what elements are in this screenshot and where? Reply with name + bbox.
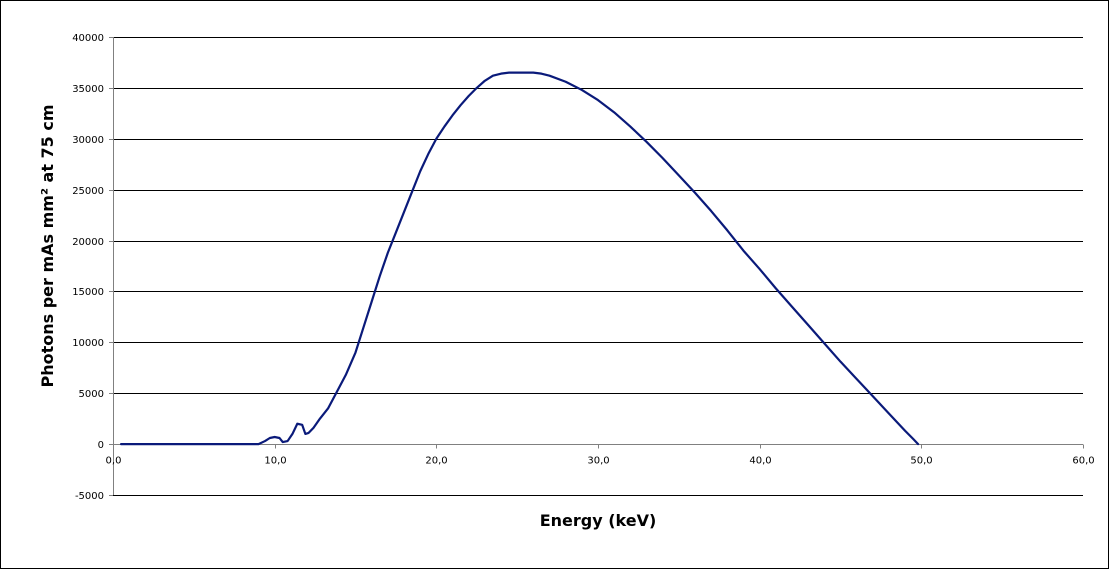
x-tick-labels: 0,0 10,0 20,0 30,0 40,0 50,0 60,0 [106,456,1095,467]
y-tick-label: 20000 [72,237,104,248]
series-layer [119,71,920,446]
series-line [119,71,920,446]
gridlines [113,37,1083,496]
y-tick-label: 35000 [72,84,104,95]
x-tick-label: 40,0 [749,456,771,467]
y-tick-label: 15000 [72,287,104,298]
x-axis [109,37,1084,496]
x-tick-label: 30,0 [587,456,609,467]
y-tick-label: -5000 [75,491,104,502]
y-tick-labels: 40000 35000 30000 25000 20000 15000 10000 5000 0… [72,33,104,502]
x-axis-title: Energy (keV) [540,511,657,530]
x-tick-label: 0,0 [106,456,122,467]
y-axis-title: Photons per mAs mm² at 75 cm [38,104,57,387]
y-tick-label: 5000 [79,389,104,400]
y-tick-label: 10000 [72,338,104,349]
x-tick-label: 10,0 [264,456,286,467]
y-tick-label: 25000 [72,186,104,197]
x-tick-label: 20,0 [425,456,447,467]
y-tick-label: 0 [98,440,104,451]
x-tick-label: 50,0 [910,456,932,467]
y-tick-label: 40000 [72,33,104,44]
x-tick-label: 60,0 [1072,456,1094,467]
y-tick-label: 30000 [72,135,104,146]
